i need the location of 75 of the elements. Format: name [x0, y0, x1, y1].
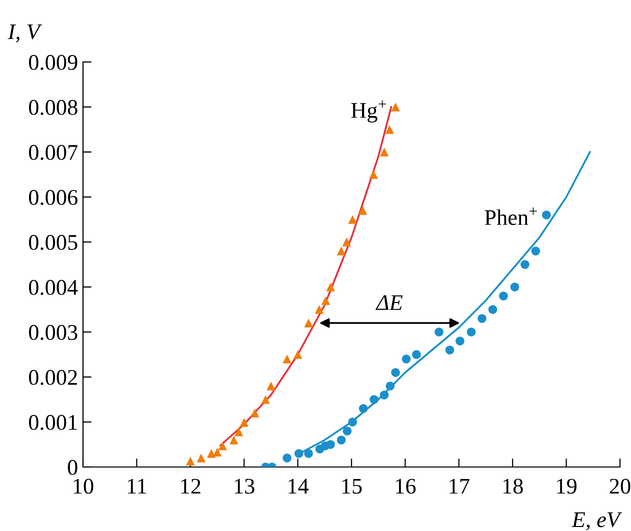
x-tick-label: 19	[557, 478, 576, 494]
point	[304, 449, 313, 458]
y-tick-label: 0.001	[28, 414, 77, 430]
x-tick-label: 20	[610, 478, 630, 494]
point	[293, 350, 302, 359]
point	[218, 441, 228, 450]
point	[250, 408, 260, 418]
point	[488, 305, 498, 314]
point	[314, 305, 324, 314]
point	[510, 282, 520, 292]
x-tick-label: 10	[74, 478, 94, 494]
point	[234, 428, 244, 436]
series-label: Phen$^{+}$	[484, 208, 537, 226]
y-tick-label: 0	[68, 460, 78, 475]
point	[326, 282, 335, 292]
point	[520, 260, 530, 269]
point	[282, 454, 292, 462]
x-tick-label: 18	[503, 478, 523, 494]
point	[196, 454, 206, 462]
point	[304, 318, 313, 328]
x-tick-label: 17	[450, 478, 470, 494]
point	[391, 368, 400, 377]
x-axis-title: E, eV	[572, 512, 622, 530]
point	[240, 418, 248, 427]
point	[445, 346, 454, 354]
point	[369, 170, 378, 179]
point	[402, 354, 411, 364]
point	[391, 102, 400, 112]
annotation: ΔE	[376, 295, 403, 310]
point	[499, 292, 508, 300]
point	[266, 382, 276, 390]
point	[412, 350, 421, 359]
point	[370, 395, 378, 404]
point	[230, 436, 238, 444]
point	[326, 440, 335, 449]
point	[466, 328, 476, 336]
y-tick-label: 0.003	[28, 324, 78, 340]
point	[261, 395, 270, 404]
x-tick-label: 14	[288, 478, 309, 494]
point	[385, 125, 394, 134]
point	[358, 404, 368, 413]
y-tick-label: 0.009	[28, 54, 78, 70]
point	[206, 449, 216, 458]
y-tick-label: 0.005	[28, 234, 78, 250]
point	[531, 246, 540, 256]
point	[434, 328, 444, 336]
point	[282, 354, 292, 364]
point	[294, 449, 304, 458]
point	[321, 296, 330, 305]
point	[348, 215, 357, 224]
y-tick-label: 0.006	[28, 190, 78, 206]
point	[478, 314, 486, 323]
point	[380, 390, 389, 400]
x-tick-label: 13	[234, 478, 254, 494]
point	[342, 238, 352, 246]
y-tick-label: 0.007	[28, 144, 78, 160]
y-tick-label: 0.008	[28, 100, 78, 116]
point	[336, 246, 346, 256]
x-tick-label: 16	[396, 478, 416, 494]
point	[348, 418, 357, 426]
point	[542, 210, 551, 220]
y-tick-label: 0.002	[28, 370, 77, 386]
point	[386, 382, 395, 390]
y-axis-title: I, V	[8, 24, 42, 42]
point	[336, 436, 346, 444]
series-label: Hg$^{+}$	[351, 100, 386, 122]
x-tick-label: 15	[342, 478, 362, 494]
y-tick-label: 0.004	[28, 280, 78, 296]
point	[358, 206, 368, 215]
point	[186, 456, 195, 466]
x-tick-label: 12	[181, 478, 200, 494]
point	[342, 426, 352, 436]
point	[380, 148, 389, 156]
x-tick-label: 11	[128, 478, 146, 494]
point	[456, 336, 464, 346]
